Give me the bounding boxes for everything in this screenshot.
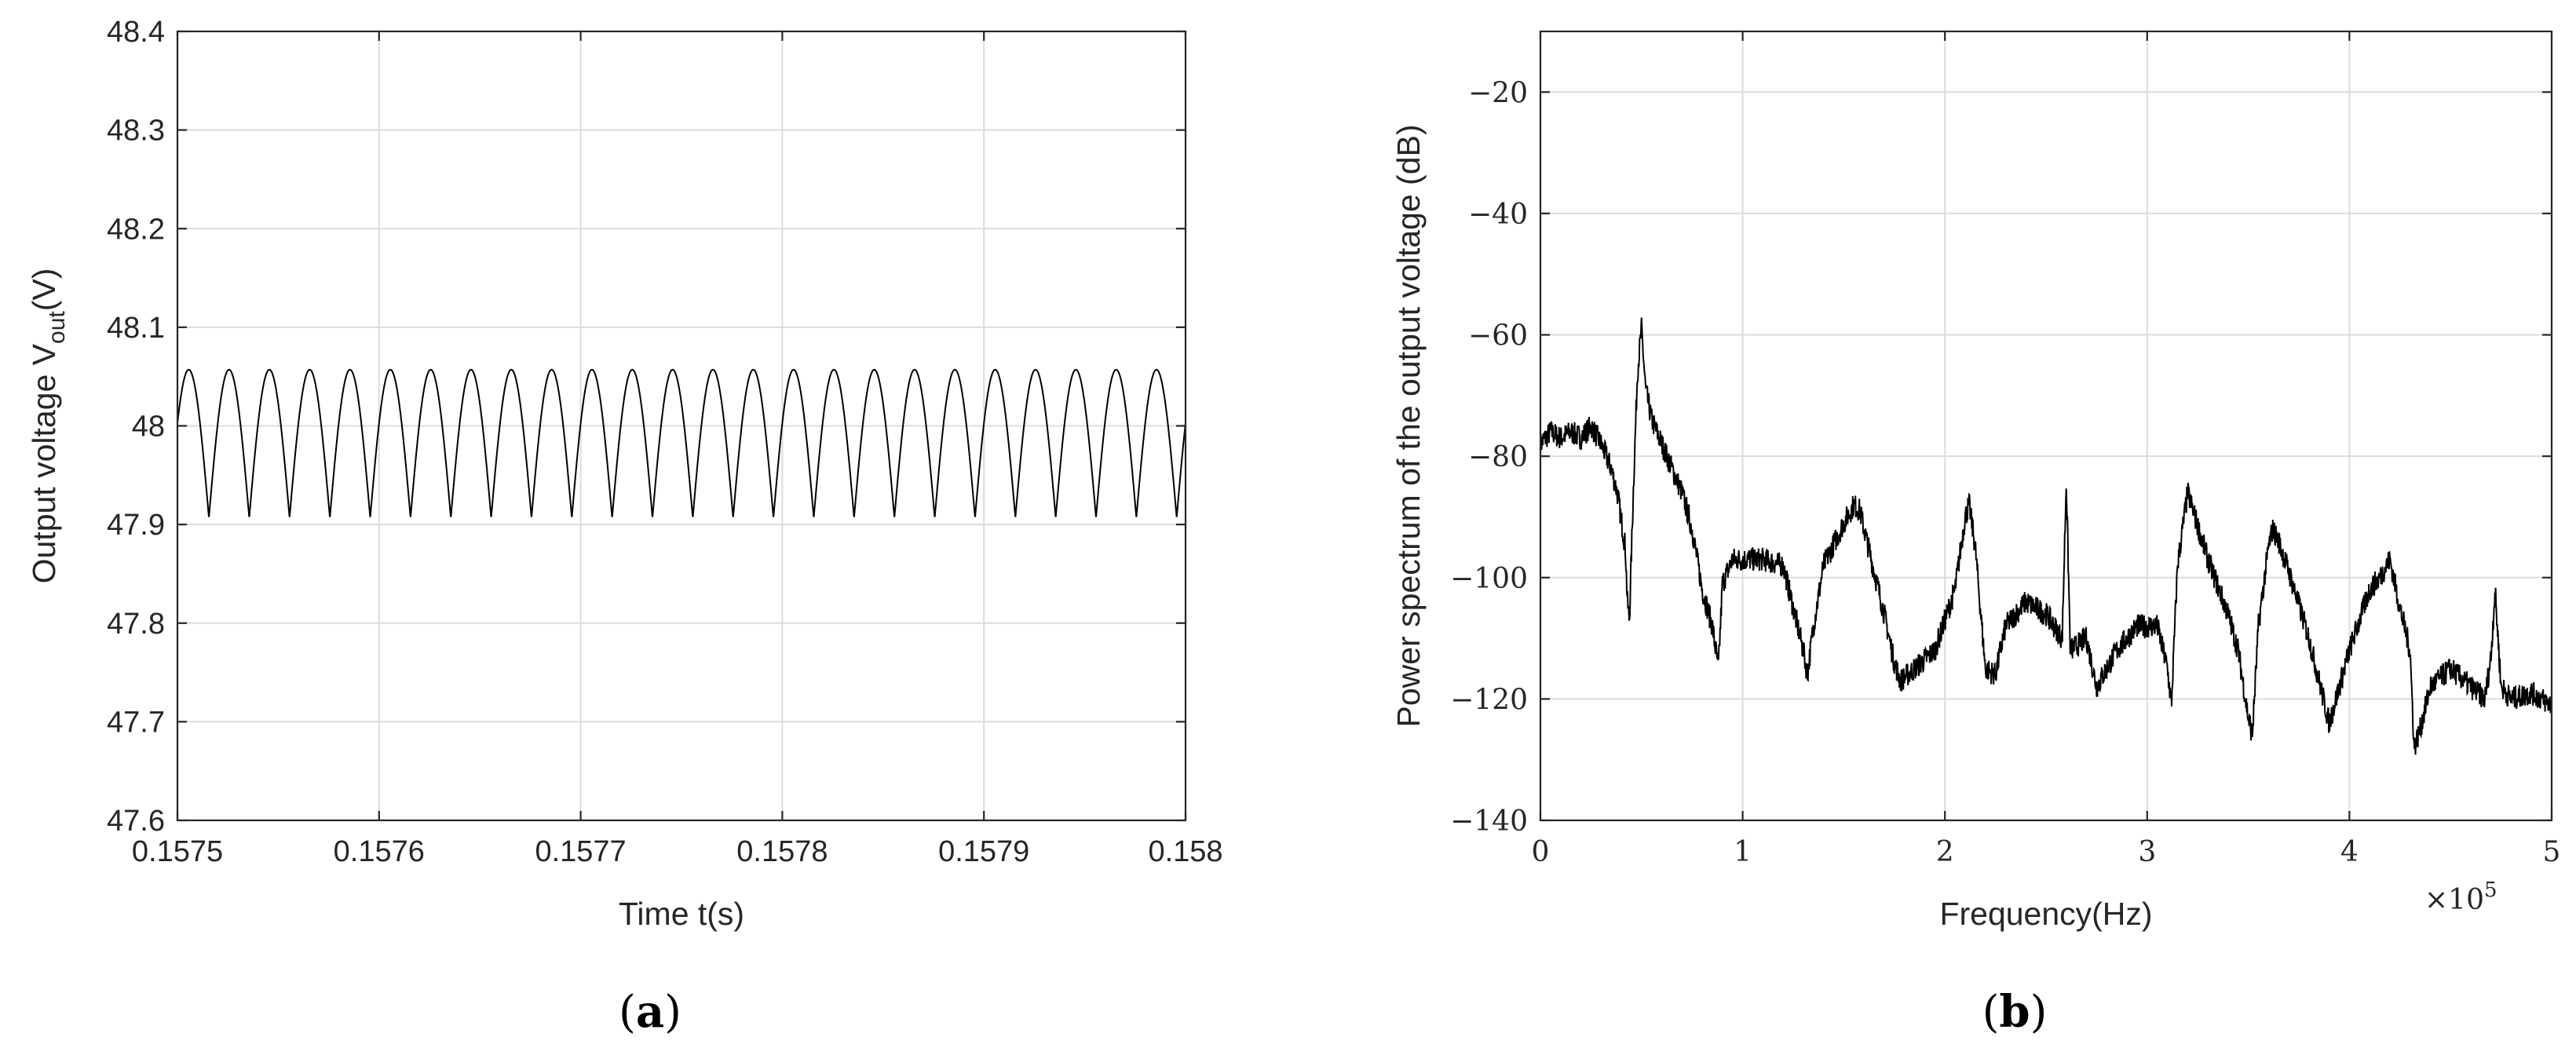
chart-a-ticks: 0.1575 0.1576 0.1577 0.1578 0.1579 0.158 47.6 4… — [107, 16, 1223, 868]
b-x-tick-label: 3 — [2138, 836, 2156, 868]
b-x-tick-label: 2 — [1936, 836, 1954, 868]
b-y-tick-label: −20 — [1468, 77, 1528, 109]
chart-a-grid — [177, 31, 1186, 821]
a-x-tick-label: 0.1578 — [736, 835, 828, 868]
chart-b-x-multiplier: ×105 — [2424, 878, 2497, 916]
b-y-tick-label: −40 — [1468, 199, 1528, 231]
chart-a-caption-letter: a — [636, 986, 664, 1038]
a-x-tick-label: 0.1579 — [938, 835, 1029, 868]
chart-b-caption-close: ) — [2030, 987, 2048, 1038]
chart-b-caption-open: ( — [1982, 987, 2000, 1038]
a-y-tick-label: 47.9 — [107, 509, 165, 542]
chart-b-grid — [1540, 31, 2552, 821]
a-y-tick-label: 48.3 — [107, 115, 165, 148]
chart-a-caption: (a) — [619, 986, 681, 1038]
a-x-tick-label: 0.1577 — [535, 835, 626, 868]
chart-a-y-axis-label-main: Output voltage V — [26, 343, 62, 583]
a-y-tick-label: 47.6 — [107, 805, 165, 838]
a-y-tick-label: 48.1 — [107, 312, 165, 345]
a-x-tick-label: 0.158 — [1148, 835, 1222, 868]
chart-a-y-axis-label-subscript: out — [44, 311, 70, 344]
b-y-tick-label: −80 — [1468, 441, 1528, 473]
chart-a-y-axis-label-unit: (V) — [26, 268, 62, 312]
b-x-tick-label: 5 — [2543, 836, 2561, 868]
a-y-tick-label: 47.7 — [107, 706, 165, 739]
chart-a: 0.1575 0.1576 0.1577 0.1578 0.1579 0.158 47.6 4… — [26, 16, 1223, 1038]
chart-b-plot-frame — [1539, 30, 2553, 822]
b-y-tick-label: −100 — [1450, 563, 1528, 595]
chart-b-ticks: 0 1 2 3 4 5 −140 −120 −100 −80 −60 −40 −20 — [1450, 31, 2560, 868]
a-x-tick-label: 0.1576 — [334, 835, 425, 868]
chart-a-y-axis-label: Output voltage Vout(V) — [26, 268, 70, 584]
a-y-tick-label: 48.2 — [107, 213, 165, 246]
chart-a-caption-open: ( — [619, 987, 636, 1038]
chart-b-x-multiplier-exponent: 5 — [2484, 878, 2497, 902]
b-x-tick-label: 1 — [1734, 836, 1752, 868]
b-y-tick-label: −140 — [1450, 805, 1528, 838]
chart-b-y-axis-label: Power spectrum of the output voltage (dB… — [1390, 124, 1427, 727]
a-y-tick-label: 47.8 — [107, 608, 165, 641]
chart-b-caption: (b) — [1982, 986, 2048, 1038]
chart-b-series-line — [1540, 317, 2552, 755]
chart-b-caption-letter: b — [1999, 986, 2030, 1038]
b-x-tick-label: 4 — [2340, 836, 2359, 868]
a-y-tick-label: 48 — [132, 411, 165, 444]
chart-a-x-axis-label: Time t(s) — [619, 896, 744, 932]
b-y-tick-label: −60 — [1468, 320, 1528, 352]
b-x-tick-label: 0 — [1532, 836, 1550, 868]
b-y-tick-label: −120 — [1450, 684, 1528, 716]
a-y-tick-label: 48.4 — [107, 16, 165, 49]
chart-b-x-multiplier-base: ×10 — [2424, 884, 2484, 916]
a-x-tick-label: 0.1575 — [132, 835, 223, 868]
chart-b: 0 1 2 3 4 5−140−120−100−80−60−40−20 ×105 Freq… — [1390, 30, 2560, 1038]
chart-b-x-axis-label: Frequency(Hz) — [1939, 896, 2152, 932]
chart-a-caption-close: ) — [664, 987, 681, 1038]
chart-a-series-line — [177, 368, 1186, 517]
